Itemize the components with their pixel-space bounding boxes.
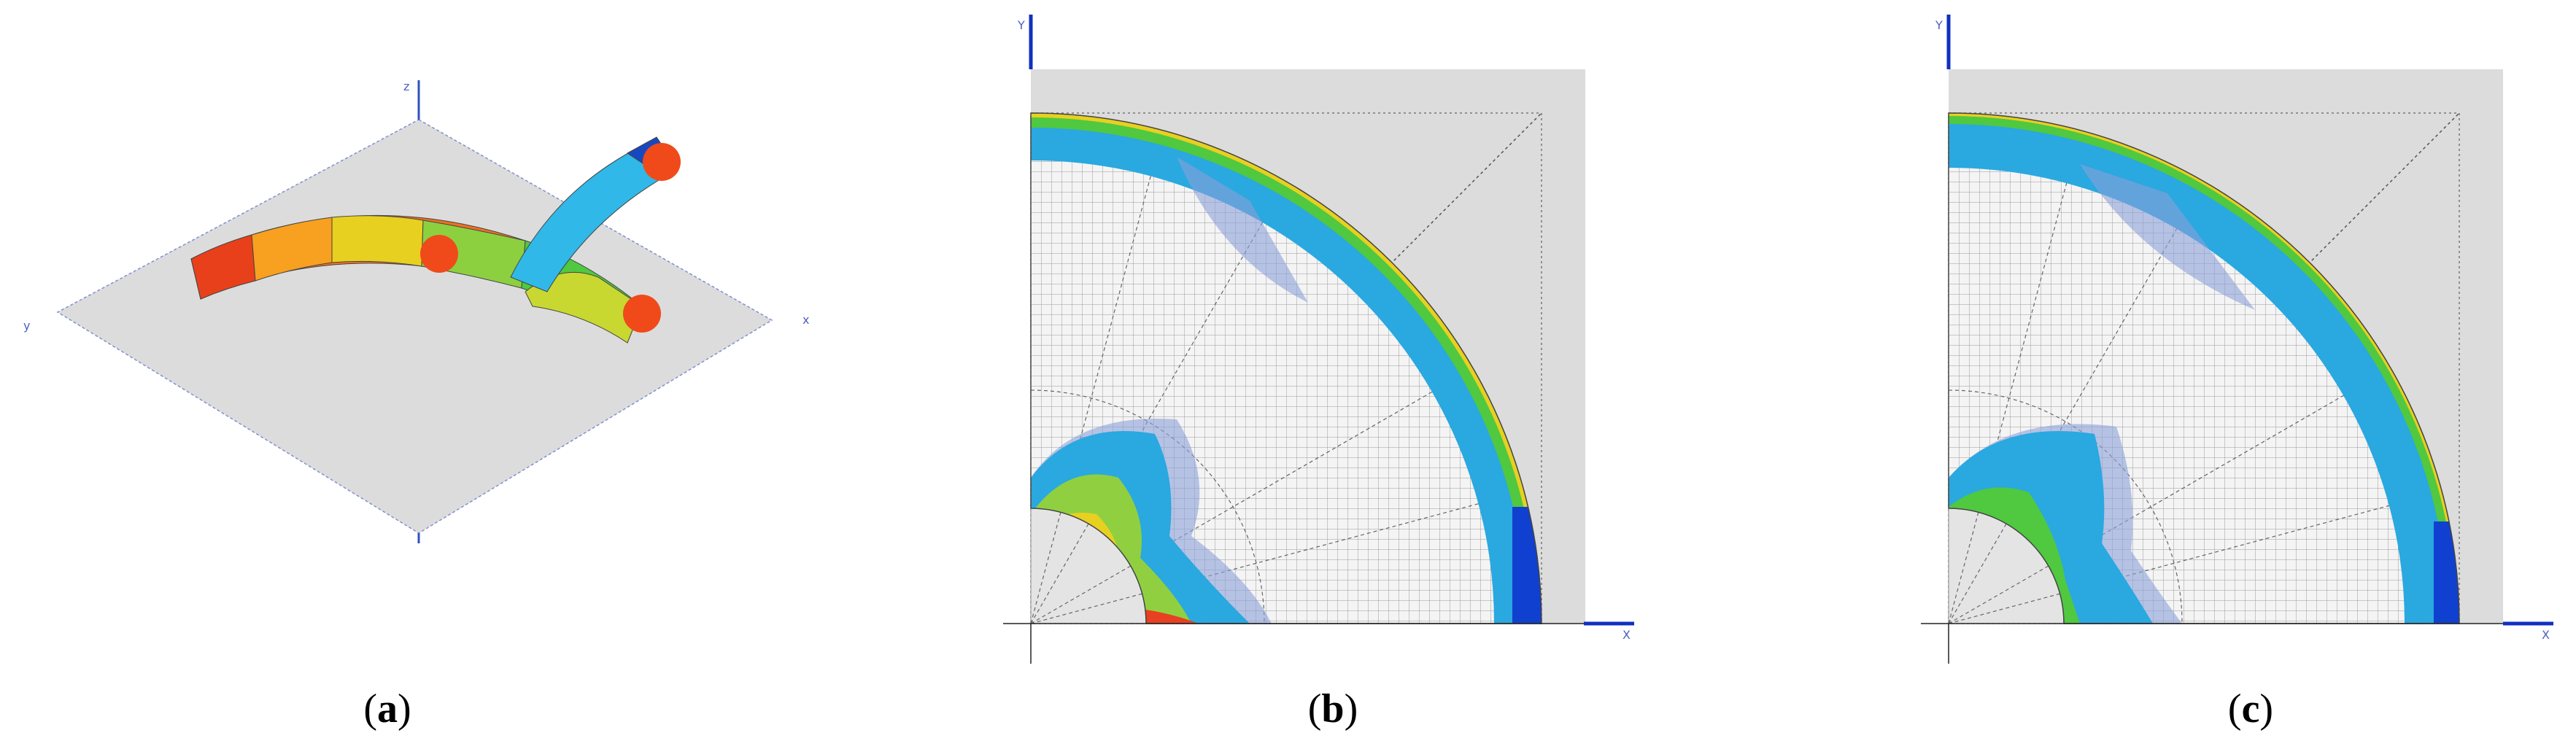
caption-paren: ) (2259, 686, 2273, 731)
caption-letter: c (2242, 686, 2260, 731)
caption-paren: ( (363, 686, 377, 731)
caption-letter: b (1321, 686, 1344, 731)
caption: (b) (1308, 686, 1358, 731)
caption-letter: a (377, 686, 398, 731)
load-point (420, 235, 458, 273)
caption-paren: ) (398, 686, 411, 731)
axis-label: Y (1935, 18, 1943, 32)
caption: (a) (363, 686, 411, 731)
load-point (623, 295, 661, 333)
load-point (643, 143, 681, 181)
axis-label: X (1622, 628, 1631, 642)
beam (190, 136, 676, 344)
axis-label: X (2542, 628, 2550, 642)
axis-label: x (802, 313, 809, 327)
contour-plot (1948, 69, 2504, 624)
axis-label: Y (1017, 18, 1025, 32)
caption-paren: ( (2228, 686, 2242, 731)
caption-paren: ) (1345, 686, 1358, 731)
panel-b: Y X (b) (1003, 15, 1634, 731)
caption-paren: ( (1308, 686, 1322, 731)
panel-c: Y X (c) (1921, 15, 2553, 731)
panel-a: z y x (a) (23, 79, 809, 731)
contour-plot (1030, 69, 1586, 624)
base-plane (56, 119, 773, 534)
axis-label: y (23, 319, 30, 333)
caption: (c) (2228, 686, 2273, 731)
axis-label: z (403, 79, 409, 93)
